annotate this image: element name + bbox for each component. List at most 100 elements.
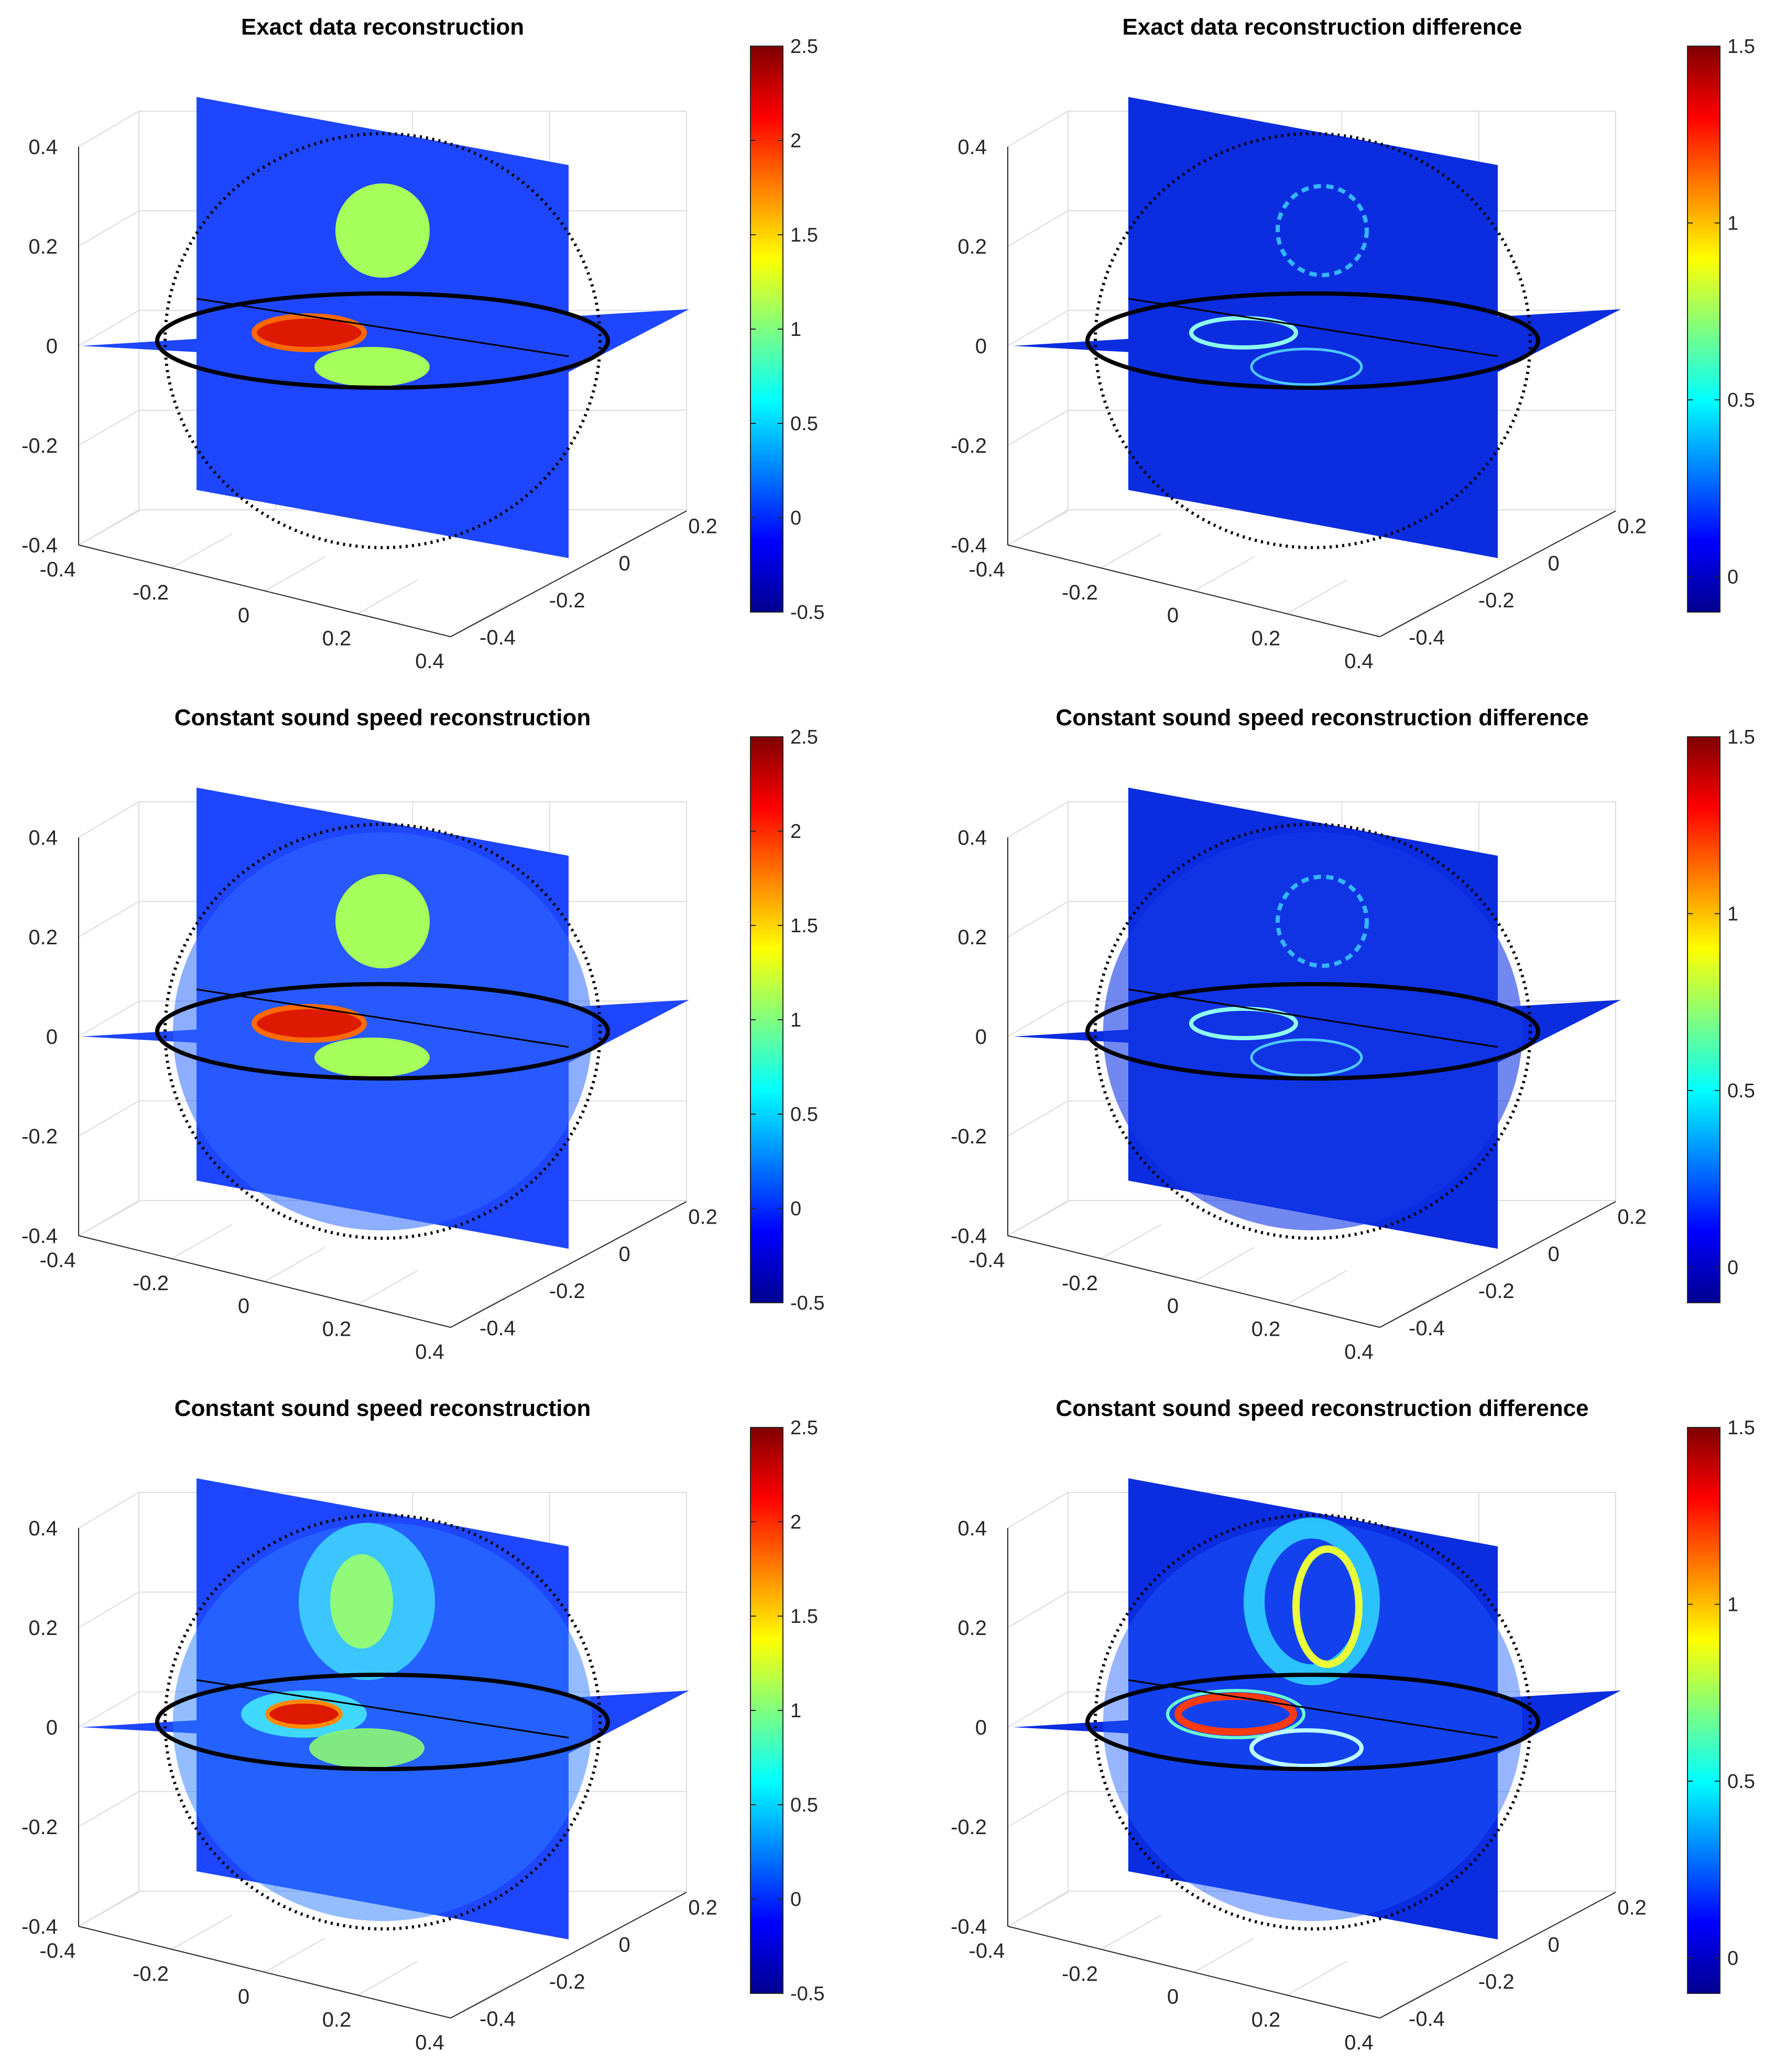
gridline bbox=[78, 1000, 139, 1037]
colorbar-tick-label: 1 bbox=[1727, 1594, 1738, 1616]
y-tick-label: -0.4 bbox=[480, 626, 516, 649]
z-tick-label: -0.4 bbox=[951, 1915, 987, 1938]
z-tick-label: 0.4 bbox=[28, 1517, 58, 1540]
x-axis-line bbox=[78, 1926, 451, 2019]
gridline bbox=[78, 1691, 139, 1728]
lower-inclusion-edge bbox=[1249, 1728, 1364, 1768]
high-inclusion-edge bbox=[1189, 1007, 1298, 1040]
y-axis-line bbox=[450, 1201, 687, 1328]
x-tick-label: 0.4 bbox=[1344, 2031, 1374, 2054]
upper-inclusion bbox=[335, 183, 430, 278]
gridline bbox=[1193, 556, 1255, 592]
gridline bbox=[78, 210, 139, 247]
artifact-haze bbox=[173, 1523, 592, 1921]
z-tick-label: 0 bbox=[975, 1026, 987, 1049]
horizontal-slice bbox=[81, 309, 689, 372]
lower-inclusion bbox=[309, 1728, 424, 1768]
z-tick-label: 0.2 bbox=[28, 926, 58, 949]
high-inclusion bbox=[252, 313, 367, 352]
colorbar-tick-label: 1.5 bbox=[1727, 726, 1755, 748]
colorbar-tick-label: 1 bbox=[790, 1009, 801, 1031]
colorbar-gradient bbox=[1687, 46, 1720, 613]
y-tick-label: 0.2 bbox=[1617, 1896, 1647, 1920]
gridline bbox=[78, 901, 139, 937]
z-tick-label: 0 bbox=[46, 1716, 58, 1739]
gridline bbox=[1101, 533, 1161, 569]
y-axis-line bbox=[450, 510, 687, 637]
slice-intersection bbox=[196, 298, 569, 357]
colorbar-tick-label: 0.5 bbox=[790, 1104, 818, 1126]
x-tick-label: 0 bbox=[1167, 1986, 1179, 2009]
y-tick-label: -0.2 bbox=[1478, 1970, 1515, 1993]
upper-inclusion-edge bbox=[1276, 875, 1369, 968]
gridline bbox=[171, 533, 232, 569]
colorbar-tick-label: 1.5 bbox=[790, 224, 818, 246]
y-tick-label: -0.2 bbox=[1478, 589, 1515, 612]
z-tick-label: -0.2 bbox=[951, 1125, 987, 1148]
upper-inclusion-core bbox=[330, 1554, 393, 1649]
gridline bbox=[1007, 1201, 1069, 1236]
z-tick-label: -0.4 bbox=[951, 534, 987, 557]
gridline bbox=[1007, 310, 1069, 346]
upper-inclusion-edge bbox=[1292, 1545, 1363, 1668]
y-axis-line bbox=[450, 1892, 687, 2019]
colorbar-tick-label: 0 bbox=[1727, 1948, 1738, 1970]
z-tick-label: 0.2 bbox=[957, 1617, 987, 1640]
gridline bbox=[78, 1100, 139, 1137]
gridline bbox=[78, 801, 139, 838]
gridline bbox=[78, 510, 139, 546]
gridline bbox=[1007, 111, 1069, 147]
x-tick-label: 0.2 bbox=[1251, 627, 1281, 650]
gridline bbox=[1007, 801, 1069, 838]
colorbar-gradient bbox=[1687, 1427, 1720, 1994]
y-tick-label: -0.4 bbox=[480, 1317, 516, 1340]
colorbar: 1.5 1 0.5 0 bbox=[1687, 36, 1755, 613]
x-tick-label: -0.4 bbox=[40, 1249, 76, 1272]
gridline bbox=[78, 111, 139, 147]
colorbar-tick-label: 0 bbox=[1727, 566, 1738, 588]
y-axis-line bbox=[1379, 1201, 1616, 1328]
y-tick-label: -0.4 bbox=[1409, 2008, 1445, 2031]
gridline bbox=[78, 1201, 139, 1236]
y-tick-label: 0.2 bbox=[688, 1206, 717, 1229]
high-inclusion-edge-outer bbox=[1166, 1689, 1305, 1739]
y-axis-line bbox=[1379, 1892, 1616, 2019]
y-axis-line bbox=[1379, 510, 1616, 637]
panel-title: Constant sound speed reconstruction bbox=[175, 705, 591, 730]
colorbar-tick-label: 2 bbox=[790, 130, 801, 152]
gridline bbox=[1007, 409, 1069, 446]
z-tick-label: 0.4 bbox=[28, 826, 58, 849]
colorbar: 2.5 2 1.5 1 0.5 0 -0.5 bbox=[750, 726, 824, 1314]
y-tick-label: 0 bbox=[619, 1933, 630, 1956]
x-tick-label: 0.2 bbox=[1251, 2008, 1281, 2031]
x-tick-label: 0.2 bbox=[322, 627, 352, 650]
z-tick-label: -0.4 bbox=[21, 1915, 58, 1938]
colorbar-tick-label: 1.5 bbox=[1727, 1417, 1755, 1439]
high-inclusion bbox=[265, 1699, 343, 1729]
lower-inclusion bbox=[314, 1038, 430, 1077]
x-tick-label: 0 bbox=[238, 1295, 249, 1318]
artifact-haze bbox=[1103, 1523, 1522, 1921]
x-tick-label: 0 bbox=[238, 1986, 249, 2009]
x-axis-line bbox=[1007, 544, 1380, 637]
colorbar-tick-label: 2 bbox=[790, 821, 801, 843]
equator-outline bbox=[155, 982, 610, 1081]
colorbar: 1.5 1 0.5 0 bbox=[1687, 1417, 1755, 1994]
equator-outline bbox=[155, 1673, 610, 1771]
gridline bbox=[357, 1960, 418, 1996]
colorbar-gradient bbox=[750, 1427, 783, 1994]
gridline bbox=[1287, 1960, 1347, 1996]
x-tick-label: 0 bbox=[1167, 1295, 1179, 1318]
z-tick-label: -0.4 bbox=[21, 534, 58, 557]
z-tick-label: 0.2 bbox=[28, 235, 58, 258]
volume-slices bbox=[81, 788, 689, 1249]
gridline bbox=[1007, 1791, 1069, 1827]
lower-inclusion-edge bbox=[1250, 347, 1363, 386]
noisy-sphere-interior bbox=[1103, 832, 1522, 1230]
colorbar-tick-label: 0 bbox=[790, 1198, 801, 1220]
x-axis-line bbox=[1007, 1926, 1380, 2019]
y-tick-label: -0.2 bbox=[1478, 1280, 1515, 1303]
colorbar-tick-label: -0.5 bbox=[790, 1292, 824, 1314]
upper-inclusion-edge bbox=[1276, 184, 1369, 277]
